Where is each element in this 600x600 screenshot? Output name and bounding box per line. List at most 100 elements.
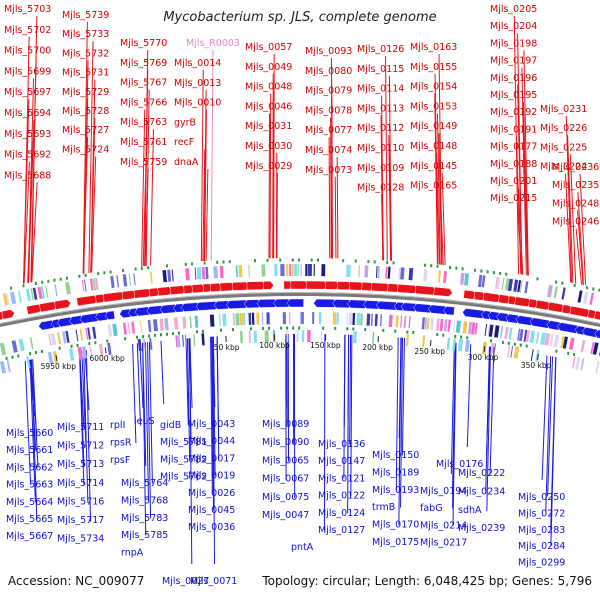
outer-marker-dot — [573, 283, 576, 287]
reverse-cog-segment — [447, 319, 451, 332]
reverse-gene-label: Mjls_5661 — [6, 445, 53, 456]
scale-tick-mark — [104, 347, 107, 354]
reverse-cog-segment — [426, 317, 430, 330]
reverse-cog-segment — [568, 337, 575, 351]
reverse-cog-segment — [366, 313, 371, 326]
forward-gene-label: Mjls_0110 — [357, 143, 404, 154]
forward-cog-segment — [377, 266, 380, 279]
reverse-gene-label: Mjls_5665 — [6, 514, 53, 525]
forward-gene — [76, 295, 99, 307]
forward-gene-label: Mjls_0224 — [540, 162, 587, 173]
reverse-cog-segment — [504, 326, 509, 339]
outer-marker-dot — [165, 264, 168, 268]
inner-feature-segment — [446, 337, 451, 350]
map-title: Mycobacterium sp. JLS, complete genome — [163, 10, 436, 25]
reverse-gene — [594, 329, 600, 339]
inner-feature-segment — [307, 330, 311, 343]
reverse-gene-label: Mjls_0234 — [458, 486, 505, 497]
reverse-cog-segment — [590, 341, 595, 355]
forward-cog-segment — [17, 290, 22, 303]
forward-gene-label: Mjls_0078 — [305, 105, 352, 116]
reverse-cog-segment — [0, 342, 7, 356]
forward-cog-segment — [519, 280, 523, 293]
inner-feature-segment — [0, 361, 7, 374]
reverse-gene-label: Mjls_0036 — [188, 522, 235, 533]
inner-marker-dot — [280, 326, 283, 330]
reverse-cog-segment — [462, 321, 468, 334]
reverse-cog-segment — [352, 312, 356, 326]
reverse-gene-label: Mjls_0170 — [372, 520, 419, 531]
forward-gene-label: Mjls_5697 — [4, 87, 51, 98]
reverse-gene-label: Mjls_0299 — [518, 558, 565, 569]
outer-marker-dot — [291, 258, 294, 262]
reverse-cog-segment — [370, 313, 373, 326]
reverse-cog-segment — [439, 318, 444, 332]
reverse-cog-segment — [139, 320, 143, 333]
forward-leader-line — [27, 140, 34, 283]
inner-marker-dot — [166, 332, 169, 336]
forward-cog-segment — [423, 269, 428, 282]
forward-cog-segment — [83, 279, 87, 292]
forward-cog-segment — [517, 280, 522, 293]
reverse-leader-line — [160, 340, 165, 405]
inner-feature-segment — [571, 356, 576, 369]
reverse-gene — [332, 299, 350, 309]
forward-gene — [102, 291, 125, 303]
forward-leader-line — [385, 55, 388, 261]
inner-marker-dot — [412, 330, 415, 334]
reverse-cog-segment — [403, 315, 407, 328]
reverse-gene-label: fabG — [420, 503, 443, 514]
reverse-leader-line — [78, 351, 85, 485]
forward-leader-line — [31, 182, 38, 283]
forward-cog-segment — [408, 268, 414, 281]
inner-feature-segment — [457, 338, 464, 352]
reverse-leader-line — [83, 350, 89, 504]
forward-cog-segment — [308, 264, 312, 277]
inner-marker-dot — [124, 337, 127, 341]
reverse-cog-segment — [312, 312, 315, 325]
reverse-cog-segment — [127, 322, 131, 335]
inner-feature-segment — [137, 338, 142, 352]
reverse-cog-segment — [56, 332, 62, 345]
inner-marker-dot — [573, 352, 576, 356]
reverse-cog-segment — [436, 318, 440, 331]
reverse-gene-label: Mjls_5713 — [57, 459, 104, 470]
reverse-gene-label: Mjls_5711 — [57, 422, 104, 433]
reverse-gene-label: Mjls_0122 — [318, 491, 365, 502]
forward-gene-label: Mjls_0204 — [490, 21, 537, 32]
reverse-gene-label: Mjls_0189 — [372, 467, 419, 478]
reverse-cog-segment — [256, 312, 260, 325]
inner-feature-segment — [107, 342, 112, 355]
forward-cog-segment — [297, 264, 299, 277]
outer-marker-dot — [109, 270, 112, 274]
inner-feature-segment — [372, 331, 375, 344]
inner-marker-dot — [334, 326, 337, 330]
reverse-gene-label: Mjls_5785 — [121, 530, 168, 541]
inner-marker-dot — [262, 326, 265, 330]
reverse-leader-line — [210, 336, 213, 494]
forward-gene-label: Mjls_5729 — [62, 87, 109, 98]
forward-gene-label: Mjls_0109 — [357, 163, 404, 174]
outer-marker-dot — [53, 278, 56, 282]
reverse-leader-line — [216, 336, 220, 459]
outer-marker-dot — [598, 288, 600, 292]
forward-gene-label: Mjls_0080 — [305, 66, 352, 77]
forward-leader-line — [523, 170, 529, 276]
forward-cog-segment — [291, 264, 294, 277]
forward-gene-label: gyrB — [174, 117, 196, 128]
reverse-gene-label: Mjls_0127 — [318, 525, 365, 536]
forward-cog-segment — [116, 275, 120, 288]
forward-cog-segment — [274, 264, 278, 277]
inner-marker-dot — [232, 328, 235, 332]
scale-tick-mark — [483, 345, 486, 353]
reverse-cog-segment — [592, 342, 599, 355]
outer-marker-dot — [41, 280, 44, 284]
forward-leader-line — [388, 135, 392, 261]
reverse-cog-segment — [408, 316, 411, 329]
scale-tick-label: 150 kbp — [310, 341, 341, 350]
inner-feature-segment — [175, 335, 178, 348]
inner-marker-dot — [5, 356, 8, 360]
reverse-gene-label: Mjls_0065 — [262, 455, 309, 466]
forward-leader-line — [269, 93, 272, 259]
reverse-gene — [226, 299, 247, 309]
